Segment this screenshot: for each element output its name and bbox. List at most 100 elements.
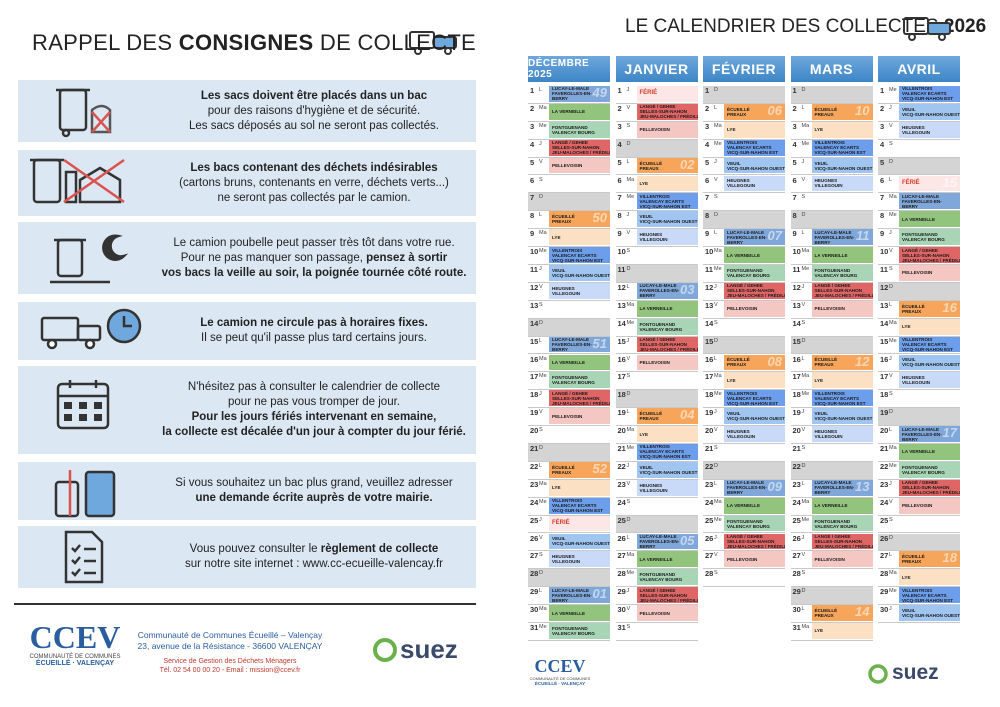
consigne-text: Vous pouvez consulter le règlement de co… [158,526,470,588]
logo-line: ÉCUEILLÉ · VALENÇAY [534,681,586,686]
day-number: 5 [705,157,710,167]
weekday: Ma [539,355,547,362]
weekday: Ma [539,606,547,613]
zone-name: VICQ-SUR-NAHON EST [727,400,779,406]
month-header: AVRIL [878,56,960,82]
day-number: 24 [705,497,714,507]
zone-name: VALENCAY BOURG [639,326,683,332]
day-number: 26 [530,533,539,543]
collection-label: PELLEVOISIN [899,497,960,514]
day-number: 15 [617,336,626,346]
week-number: 14 [855,605,870,620]
zone-name: PREAUX [814,362,834,368]
weekday: Ma [889,194,897,201]
zone-name: VALENCAY BOURG [552,380,595,386]
week-number: 17 [942,426,957,441]
collection-label: LANGÉ / GEHEE SELLES-SUR-NAHON JEU-MALOCHE… [899,247,960,263]
day-number: 15 [880,336,889,346]
right-title: LE CALENDRIER DES COLLECTES 2026 [625,16,986,38]
weekday: V [714,176,718,183]
day-row: 25 Me FONTGUENAND VALENCAY BOURG [703,515,785,534]
zone-name: ÉCUEILLÉ [639,160,663,166]
weekday: Me [889,212,897,219]
day-number: 13 [792,300,801,310]
week-number: 10 [855,103,870,118]
service-line: Tél. 02 54 00 00 20 - Email : mission@cc… [159,667,301,674]
weekday: V [801,176,806,183]
day-row: 20 L LUCAY-LE-MALE FAVEROLLES-EN- BERRY 17 [878,426,960,444]
day-number: 10 [792,247,801,257]
collection-label: LUCAY-LE-MALE FAVEROLLES-EN- BERRY 01 [549,587,610,604]
zone-name: VALENCAY ECARTS [552,252,597,258]
collection-label: LA VERNEILLE [636,300,698,317]
day-row: 25 S [878,515,960,534]
day-row: 28 S [703,569,785,588]
day-row: 8 Me LA VERNEILLE [878,211,960,230]
weekday: Ma [714,122,722,129]
weekday: Me [626,445,635,451]
weekday: V [889,373,893,380]
day-number: 8 [880,211,885,221]
day-number: 28 [792,569,801,579]
zone-name: VICQ-SUR-NAHON EST [814,400,866,406]
weekday: J [626,462,630,469]
zone-name: HEUGNES [902,375,925,381]
day-row: 9 L LUCAY-LE-MALE FAVEROLLES-EN- BERRY 07 [703,229,785,248]
weekday: J [889,480,892,487]
zone-name: FAVEROLLES-EN- [639,538,680,544]
day-number: 27 [705,551,714,561]
zone-name: FONTGUENAND [727,267,763,273]
weekday: Ma [801,624,810,630]
day-row: 20 S [528,426,610,444]
weekday: D [889,534,893,541]
text-segment: CONSIGNES [178,30,314,55]
zone-name: LANGÉ / GEHEE [727,533,763,539]
zone-name: PELLEVOISIN [639,610,670,616]
weekday: L [539,212,543,219]
checklist-icon [64,530,104,584]
week-number: 18 [942,551,957,566]
weekday: S [801,319,806,326]
zone-name: HEUGNES [727,178,750,184]
day-number: 18 [617,390,626,400]
weekday: J [889,230,892,237]
logo-line: COMMUNAUTÉ DE COMMUNES [529,676,591,681]
zone-name: LANGÉ / GEHEE [639,337,676,343]
day-row: 10 Ma LA VERNEILLE [790,247,873,265]
weekday: Me [889,588,897,595]
weekday: Ma [626,301,635,308]
weekday: V [539,158,543,165]
day-row: 2 L ÉCUEILLÉ PREAUX 06 [703,103,785,122]
consigne-line: Si vous souhaitez un bac plus grand, veu… [175,476,452,491]
day-number: 7 [617,193,622,203]
collection-label: VEUIL VICQ-SUR-NAHON OUEST [724,408,785,425]
day-number: 13 [617,300,626,310]
zone-name: FONTGUENAND [814,267,851,273]
text-segment: pour ne pas vous tromper de jour. [228,396,400,408]
collection-label: FONTGUENAND VALENCAY BOURG [811,515,873,532]
zone-name: ÉCUEILLÉ [552,464,575,470]
weekday: V [714,552,718,559]
zone-name: LYE [814,628,824,634]
text-segment: Les sacs déposés au sol ne seront pas co… [189,119,439,132]
zone-name: VICQ-SUR-NAHON OUEST [902,362,960,368]
zone-name: VICQ-SUR-NAHON EST [814,150,866,156]
weekday: D [539,445,543,451]
logo-name: CCEV [29,619,121,655]
logo-line: ÉCUEILLÉ · VALENÇAY [35,660,115,667]
day-row: 2 J VEUIL VICQ-SUR-NAHON OUEST [878,103,960,122]
week-number: 13 [855,479,870,494]
day-row: 28 Ma LYE [878,569,960,588]
zone-name: VILLEGOUIN [814,183,843,189]
day-number: 3 [530,121,535,131]
zone-name: VEUIL [814,160,829,166]
day-row: 1 L LUCAY-LE-MALE FAVEROLLES-EN- BERRY 49 [528,86,610,104]
collection-label: FONTGUENAND VALENCAY BOURG [811,265,873,281]
weekday: J [539,266,542,272]
zone-name: SELLES-SUR-NAHON [727,288,775,294]
day-number: 2 [617,103,622,113]
day-number: 1 [792,86,797,95]
day-row: 22 D [703,461,785,480]
zone-name: HEUGNES [814,178,838,184]
